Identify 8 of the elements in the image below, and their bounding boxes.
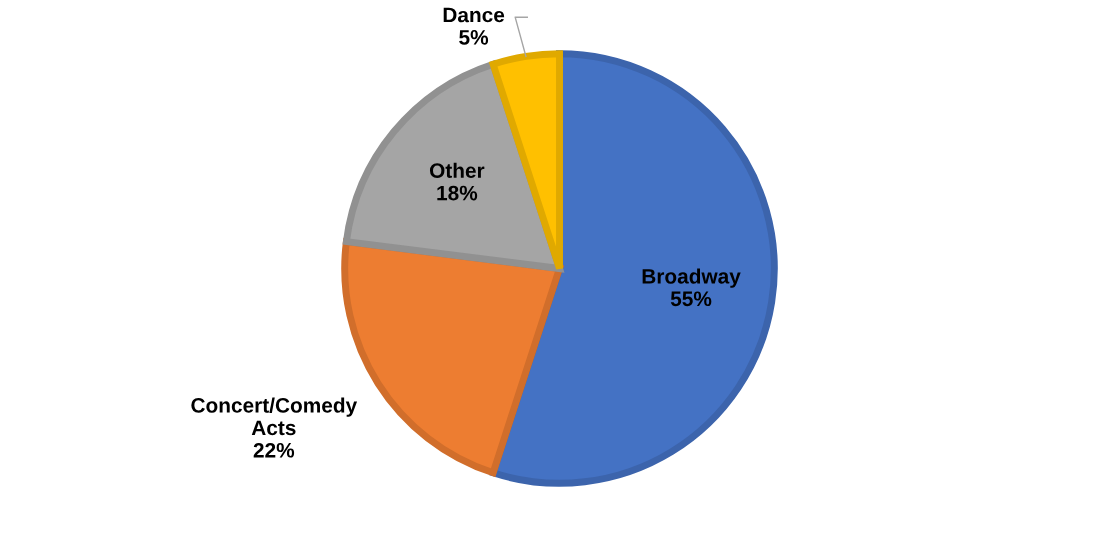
slice-label: Concert/Comedy Acts bbox=[191, 397, 358, 436]
slice-label: Broadway bbox=[642, 268, 741, 288]
data-label: 18% bbox=[437, 185, 478, 201]
data-label: 22% bbox=[253, 442, 295, 458]
slice-label: Dance bbox=[443, 7, 505, 23]
data-label: 55% bbox=[670, 291, 712, 307]
data-label: 5% bbox=[459, 30, 489, 45]
slice-label: Other bbox=[429, 162, 485, 178]
